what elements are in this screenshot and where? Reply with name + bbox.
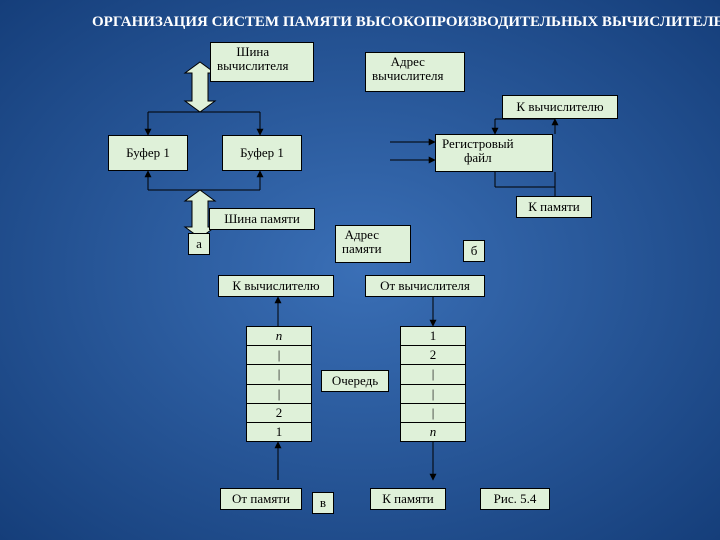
box-regfile: Регистровый файл bbox=[435, 134, 553, 172]
box-to_calc2: К вычислителю bbox=[218, 275, 334, 297]
queue-right-cell: | bbox=[401, 385, 465, 404]
diagram-stage: ОРГАНИЗАЦИЯ СИСТЕМ ПАМЯТИ ВЫСОКОПРОИЗВОД… bbox=[0, 0, 720, 540]
queue-left-cell: n bbox=[247, 327, 311, 346]
box-from_calc: От вычислителя bbox=[365, 275, 485, 297]
box-queue_lbl: Очередь bbox=[321, 370, 389, 392]
queue-right-cell: | bbox=[401, 365, 465, 384]
box-addr_mem: Адрес памяти bbox=[335, 225, 411, 263]
box-buf2: Буфер 1 bbox=[222, 135, 302, 171]
box-to_mem2: К памяти bbox=[370, 488, 446, 510]
queue-right-cell: 1 bbox=[401, 327, 465, 346]
box-b_lbl: б bbox=[463, 240, 485, 262]
slide-title: ОРГАНИЗАЦИЯ СИСТЕМ ПАМЯТИ ВЫСОКОПРОИЗВОД… bbox=[92, 14, 720, 31]
box-to_mem1: К памяти bbox=[516, 196, 592, 218]
queue-right-cell: | bbox=[401, 404, 465, 423]
box-bus_calc: Шина вычислителя bbox=[210, 42, 314, 82]
box-from_mem: От памяти bbox=[220, 488, 302, 510]
queue-left: n|||21 bbox=[246, 326, 312, 442]
arrow-layer bbox=[0, 0, 720, 540]
box-bus_mem: Шина памяти bbox=[209, 208, 315, 230]
queue-left-cell: 1 bbox=[247, 423, 311, 441]
box-to_calc1: К вычислителю bbox=[502, 95, 618, 119]
queue-left-cell: | bbox=[247, 385, 311, 404]
box-buf1: Буфер 1 bbox=[108, 135, 188, 171]
box-fig_lbl: Рис. 5.4 bbox=[480, 488, 550, 510]
box-addr_calc: Адрес вычислителя bbox=[365, 52, 465, 92]
queue-right-cell: 2 bbox=[401, 346, 465, 365]
queue-left-cell: | bbox=[247, 346, 311, 365]
box-a_lbl: а bbox=[188, 233, 210, 255]
queue-right-cell: n bbox=[401, 423, 465, 441]
box-v_lbl: в bbox=[312, 492, 334, 514]
queue-left-cell: | bbox=[247, 365, 311, 384]
queue-left-cell: 2 bbox=[247, 404, 311, 423]
queue-right: 12|||n bbox=[400, 326, 466, 442]
